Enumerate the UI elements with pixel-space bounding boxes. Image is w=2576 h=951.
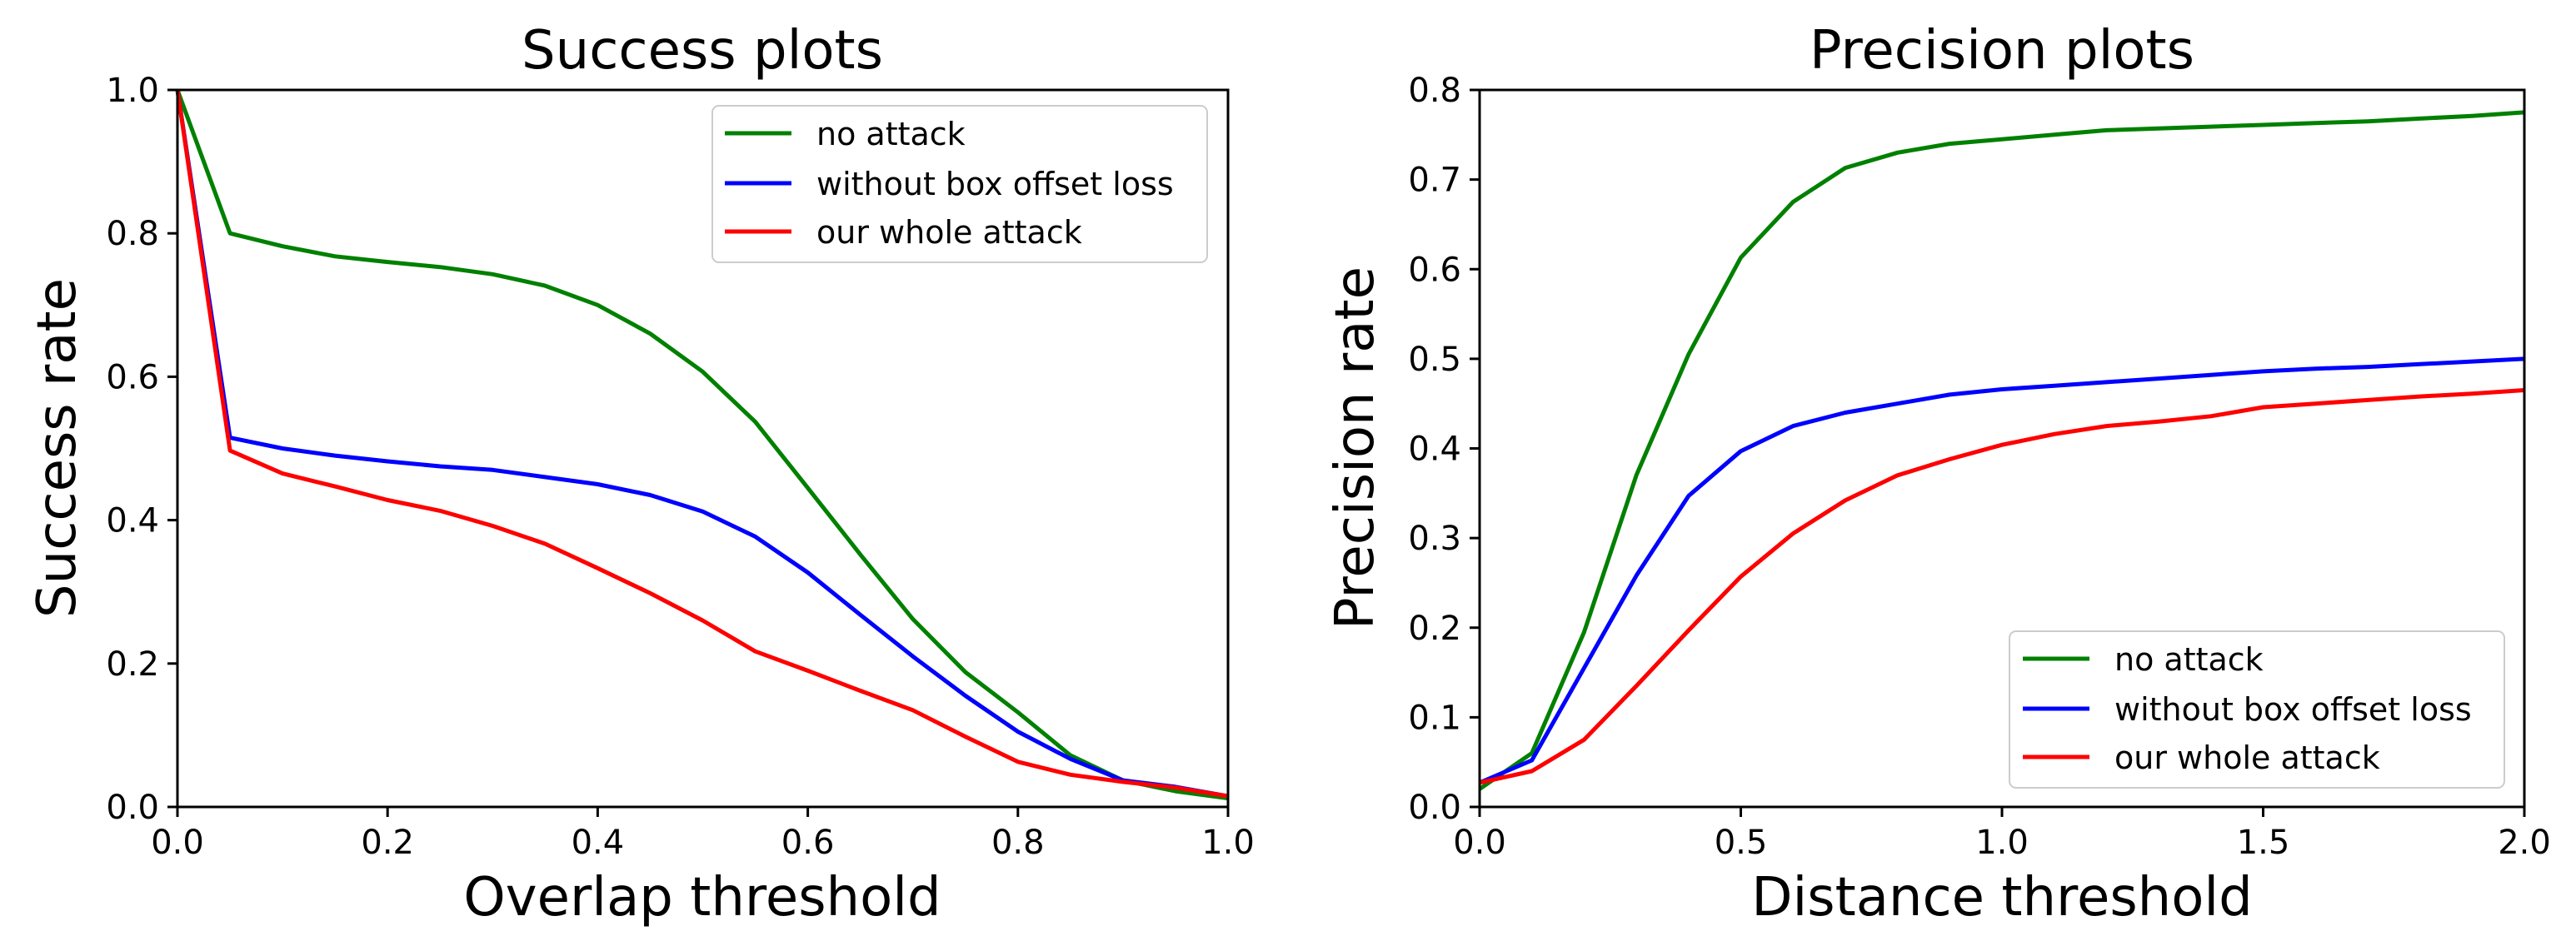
y-tick-label: 0.5 — [1408, 341, 1461, 379]
legend-label-our-whole-attack: our whole attack — [816, 214, 1082, 251]
y-tick-label: 0.7 — [1408, 162, 1461, 200]
x-tick-label: 0.5 — [1715, 824, 1768, 862]
legend-label-without-box-offset-loss: without box offset loss — [2114, 691, 2472, 728]
y-tick-label: 0.2 — [106, 645, 159, 684]
success-plot-title: Success plots — [522, 20, 883, 82]
success-plot-ylabel: Success rate — [27, 278, 88, 618]
series-line-no-attack — [1478, 110, 2525, 791]
precision-plot-ylabel: Precision rate — [1325, 266, 1386, 630]
series-line-our-whole-attack — [1479, 388, 2525, 785]
x-tick-label: 0.0 — [1453, 824, 1506, 862]
success-plot-frame — [176, 88, 1230, 809]
success-plot-legend-box — [711, 105, 1208, 263]
legend-label-without-box-offset-loss: without box offset loss — [816, 166, 1174, 202]
x-tick-label: 0.4 — [572, 824, 625, 862]
success-plot: Success plots 0.0 0.2 0.4 0.6 0.8 1.0 0.0 0.2 0.… — [27, 20, 1255, 929]
precision-plot-xlabel: Distance threshold — [1751, 867, 2253, 929]
legend-label-no-attack: no attack — [816, 116, 966, 152]
x-tick-label: 0.6 — [781, 824, 835, 862]
y-tick-label: 0.0 — [1408, 789, 1461, 827]
success-plot-legend: no attack without box offset loss our wh… — [711, 105, 1208, 263]
y-tick-label: 0.8 — [106, 215, 159, 253]
success-plot-xlabel: Overlap threshold — [463, 867, 941, 929]
x-tick-label: 1.0 — [1201, 824, 1255, 862]
y-tick-label: 0.6 — [106, 358, 159, 396]
y-tick-label: 0.3 — [1408, 520, 1461, 558]
series-line-without-box-offset-loss — [175, 89, 1229, 799]
x-tick-label: 0.2 — [361, 824, 414, 862]
x-tick-label: 1.0 — [1975, 824, 2029, 862]
y-tick-label: 0.0 — [106, 789, 159, 827]
y-tick-label: 0.4 — [1408, 431, 1461, 469]
y-tick-label: 0.8 — [1408, 72, 1461, 110]
legend-label-no-attack: no attack — [2114, 641, 2264, 678]
y-tick-label: 1.0 — [106, 72, 159, 110]
x-tick-label: 1.5 — [2237, 824, 2290, 862]
y-tick-label: 0.2 — [1408, 610, 1461, 648]
legend-label-our-whole-attack: our whole attack — [2114, 739, 2380, 776]
series-line-no-attack — [175, 89, 1229, 801]
x-tick-label: 0.0 — [151, 824, 204, 862]
x-tick-label: 2.0 — [2498, 824, 2551, 862]
y-tick-label: 0.1 — [1408, 699, 1461, 737]
y-tick-label: 0.4 — [106, 502, 159, 540]
precision-plot-legend-box — [2009, 630, 2505, 789]
precision-plot-legend: no attack without box offset loss our wh… — [2009, 630, 2505, 789]
precision-plot: Precision plots 0.0 0.5 1.0 1.5 2.0 0.0 0.1 0.2… — [1325, 20, 2551, 929]
precision-plot-title: Precision plots — [1810, 20, 2194, 82]
y-tick-label: 0.6 — [1408, 251, 1461, 289]
series-line-without-box-offset-loss — [1479, 356, 2525, 785]
series-line-our-whole-attack — [175, 89, 1229, 799]
x-tick-label: 0.8 — [991, 824, 1045, 862]
